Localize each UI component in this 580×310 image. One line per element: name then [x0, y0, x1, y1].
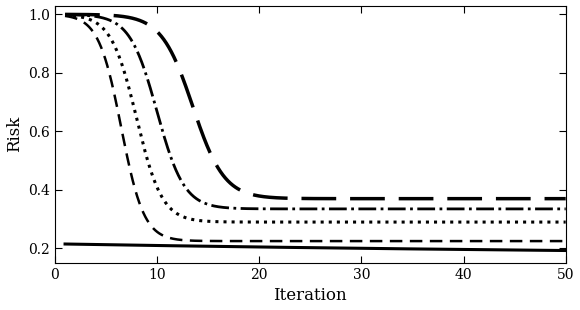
Y-axis label: Risk: Risk — [6, 116, 23, 153]
X-axis label: Iteration: Iteration — [273, 287, 347, 304]
